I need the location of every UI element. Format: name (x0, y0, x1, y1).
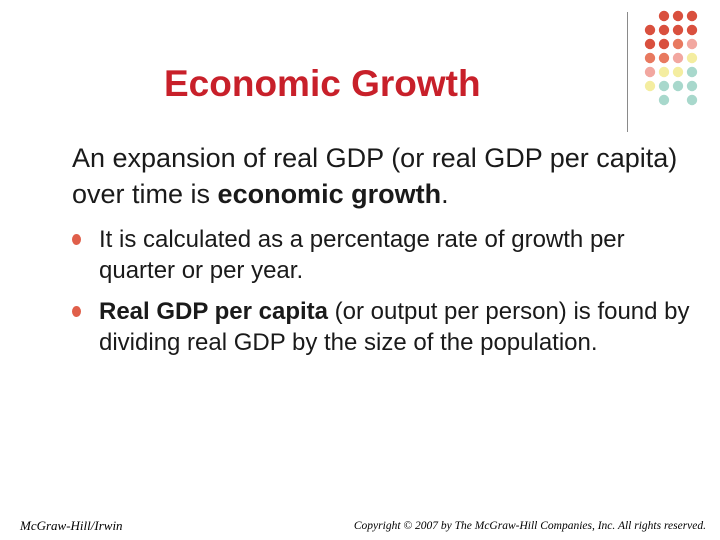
bullet-item: It is calculated as a percentage rate of… (72, 224, 692, 286)
decorative-dot (644, 38, 656, 50)
decorative-dot (644, 80, 656, 92)
intro-paragraph: An expansion of real GDP (or real GDP pe… (72, 140, 692, 212)
bullet-item: Real GDP per capita (or output per perso… (72, 296, 692, 358)
decorative-dot (658, 80, 670, 92)
decorative-dot (686, 38, 698, 50)
decorative-dot (686, 24, 698, 36)
decorative-dot (658, 94, 670, 106)
decorative-dot (644, 66, 656, 78)
title-divider-line (627, 12, 628, 132)
decorative-dot (686, 94, 698, 106)
decorative-dot (686, 66, 698, 78)
slide-title: Economic Growth (164, 63, 481, 104)
bullet-list: It is calculated as a percentage rate of… (72, 224, 692, 368)
decorative-dot (686, 52, 698, 64)
bullet-icon (72, 306, 81, 317)
intro-text-end: . (441, 179, 449, 209)
decorative-dot (644, 24, 656, 36)
decorative-dot (672, 52, 684, 64)
bullet-bold-text: Real GDP per capita (99, 298, 328, 325)
footer-publisher: McGraw-Hill/Irwin (20, 518, 123, 533)
footer-copyright: Copyright © 2007 by The McGraw-Hill Comp… (353, 520, 706, 532)
intro-text: An expansion of real GDP (or real GDP pe… (72, 143, 678, 209)
decorative-dot (686, 80, 698, 92)
decorative-dot (658, 38, 670, 50)
decorative-dot (672, 24, 684, 36)
decorative-dot (644, 52, 656, 64)
decorative-dot (658, 52, 670, 64)
intro-emphasis: economic growth (217, 179, 442, 209)
bullet-text: (or output per person) is found by divid… (99, 298, 690, 356)
decorative-dot-grid (644, 10, 698, 106)
bullet-text: It is calculated as a percentage rate of… (99, 226, 625, 284)
decorative-dot (672, 38, 684, 50)
decorative-dot (686, 10, 698, 22)
decorative-dot (672, 66, 684, 78)
decorative-dot (672, 80, 684, 92)
decorative-dot (658, 24, 670, 36)
bullet-icon (72, 234, 81, 245)
decorative-dot (658, 66, 670, 78)
decorative-dot (658, 10, 670, 22)
decorative-dot (672, 10, 684, 22)
